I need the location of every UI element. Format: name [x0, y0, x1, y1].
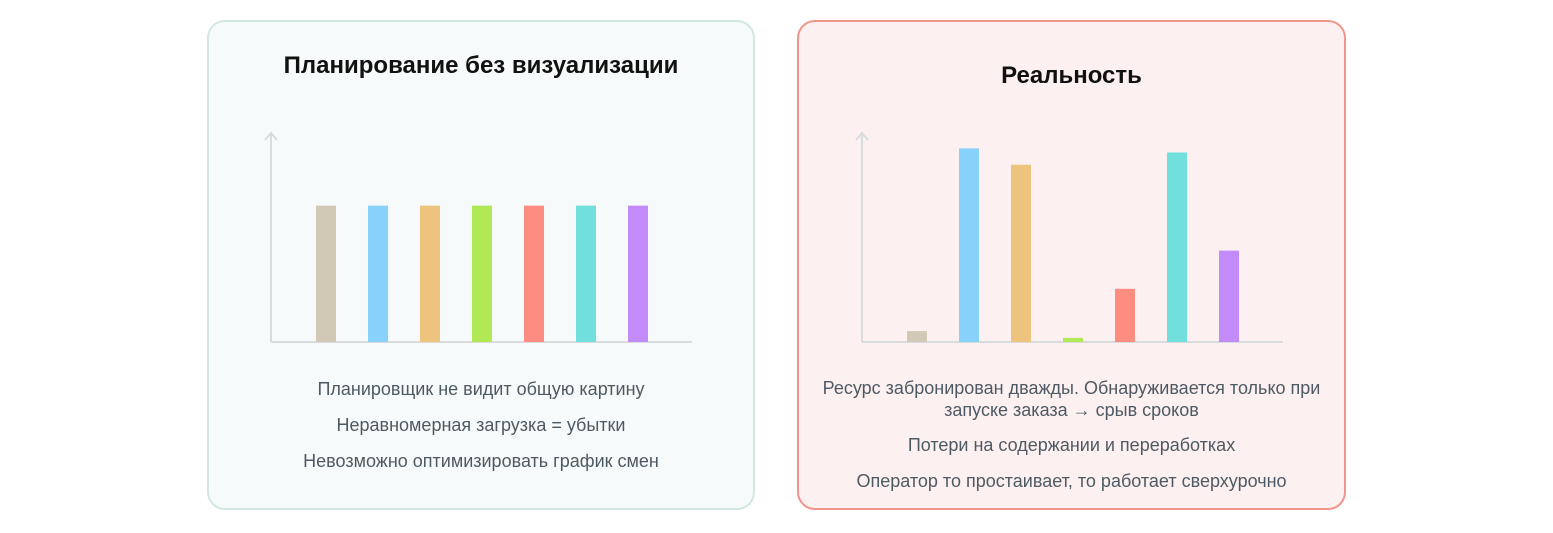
planning-bar-4	[472, 205, 492, 342]
planning-notes: Планировщик не видит общую картину Нерав…	[209, 378, 753, 472]
planning-bar-2	[368, 205, 388, 342]
planning-note-2: Неравномерная загрузка = убытки	[336, 415, 626, 435]
planning-bar-chart	[264, 131, 692, 343]
planning-note-1: Планировщик не видит общую картину	[317, 379, 645, 399]
reality-note-2: Потери на содержании и переработках	[907, 435, 1236, 455]
reality-notes: Ресурс забронирован дважды. Обнаруживает…	[819, 377, 1324, 492]
planning-bar-3	[420, 205, 440, 342]
reality-note-1: Ресурс забронирован дважды. Обнаруживает…	[822, 378, 1321, 420]
reality-bar-chart	[855, 131, 1283, 343]
reality-bar-6	[1167, 152, 1187, 342]
planning-bar-5	[524, 205, 544, 342]
planning-bar-1	[316, 205, 336, 342]
reality-bar-7	[1219, 250, 1239, 342]
reality-bar-1	[907, 331, 927, 342]
planning-title: Планирование без визуализации	[283, 52, 679, 79]
planning-card: Планирование без визуализации Планировщи…	[207, 20, 755, 510]
reality-note-3: Оператор то простаивает, то работает све…	[856, 471, 1287, 491]
planning-bar-7	[628, 205, 648, 342]
reality-bar-3	[1011, 164, 1031, 342]
y-axis-arrow-icon	[264, 131, 278, 141]
reality-title: Реальность	[1001, 62, 1142, 89]
y-axis-arrow-icon	[855, 131, 869, 141]
reality-bar-5	[1115, 288, 1135, 342]
planning-bar-6	[576, 205, 596, 342]
reality-bar-4	[1063, 337, 1083, 342]
reality-bar-2	[959, 148, 979, 342]
reality-card: Реальность Ресурс забронирован дважды. О…	[797, 20, 1346, 510]
planning-note-3: Невозможно оптимизировать график смен	[303, 451, 659, 471]
